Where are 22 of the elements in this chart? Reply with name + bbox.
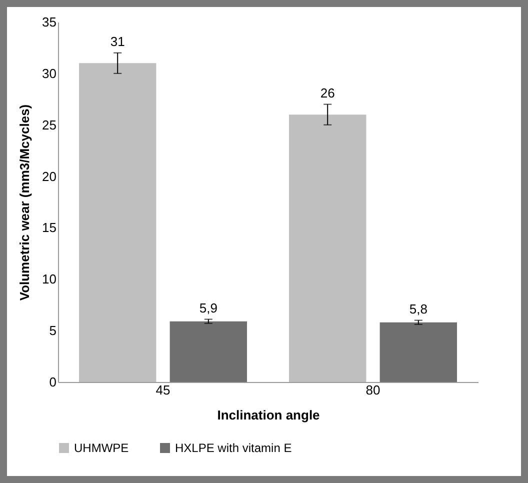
x-tick-label: 80 bbox=[366, 382, 380, 398]
bar bbox=[170, 321, 247, 382]
data-label: 26 bbox=[320, 85, 335, 100]
x-axis-title: Inclination angle bbox=[217, 408, 320, 422]
bar bbox=[79, 63, 156, 382]
legend-label: HXLPE with vitamin E bbox=[175, 441, 292, 455]
y-axis-title: Volumetric wear (mm3/Mcycles) bbox=[17, 104, 32, 301]
y-tick-label: 10 bbox=[42, 272, 56, 287]
bar bbox=[380, 322, 457, 382]
y-tick-label: 15 bbox=[42, 220, 56, 236]
data-label: 5,9 bbox=[199, 300, 218, 316]
y-tick-label: 0 bbox=[49, 374, 56, 390]
data-label: 31 bbox=[110, 34, 125, 49]
y-tick-label: 30 bbox=[42, 66, 56, 81]
bar bbox=[289, 114, 366, 382]
y-tick-label: 5 bbox=[49, 323, 56, 338]
y-tick-label: 25 bbox=[42, 117, 56, 132]
data-label: 5,8 bbox=[409, 301, 428, 316]
y-tick-label: 35 bbox=[42, 14, 56, 30]
y-tick-label: 20 bbox=[42, 168, 56, 184]
legend-label: UHMWPE bbox=[74, 441, 129, 455]
x-tick-label: 45 bbox=[156, 382, 170, 398]
